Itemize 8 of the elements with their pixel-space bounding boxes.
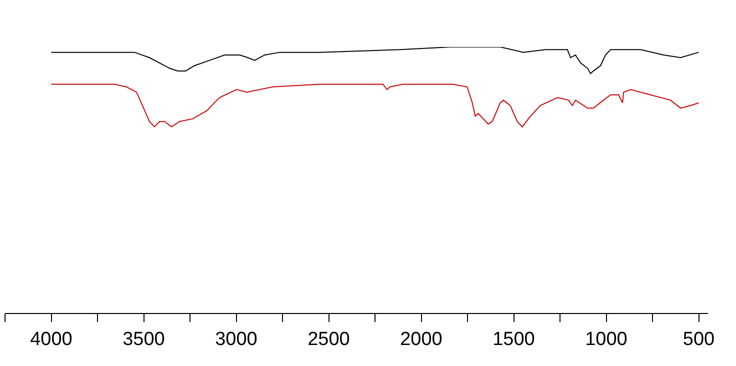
x-tick-label: 3000 xyxy=(215,328,258,350)
x-tick-label: 3500 xyxy=(122,328,165,350)
x-tick-label: 2000 xyxy=(400,328,442,350)
x-tick-label: 1000 xyxy=(585,328,628,350)
x-tick-label: 2500 xyxy=(308,328,350,350)
x-tick-label: 1500 xyxy=(492,328,535,350)
x-tick-label: 500 xyxy=(682,328,715,350)
x-tick-label: 4000 xyxy=(30,328,72,350)
